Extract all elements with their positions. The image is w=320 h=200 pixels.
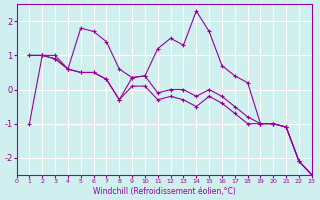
X-axis label: Windchill (Refroidissement éolien,°C): Windchill (Refroidissement éolien,°C): [93, 187, 236, 196]
